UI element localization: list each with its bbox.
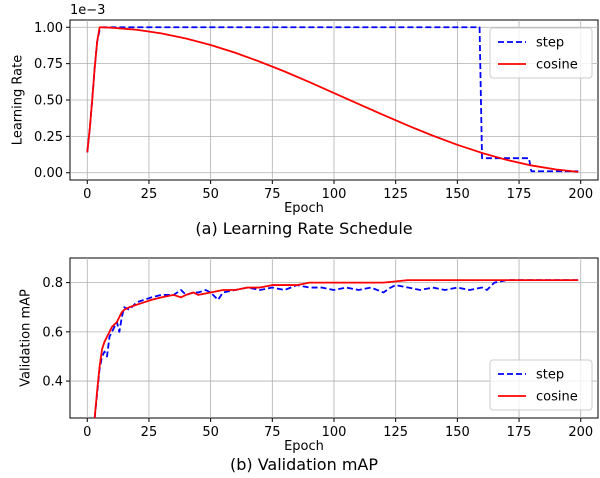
series-line-step (86, 26, 579, 173)
plot-area (86, 26, 579, 173)
x-tick-label: 200 (568, 425, 593, 440)
series-line-cosine (86, 26, 579, 173)
panel-caption: (b) Validation mAP (230, 455, 378, 474)
x-axis-ticks: 0 25 50 75 100 125 150 175 200 (83, 180, 593, 202)
y-tick-label: 0.00 (34, 166, 63, 181)
plot-area (93, 279, 579, 418)
x-tick-label: 50 (202, 425, 219, 440)
legend-box (489, 359, 593, 411)
x-tick-label: 25 (141, 187, 158, 202)
x-tick-label: 75 (264, 187, 281, 202)
x-tick-label: 125 (383, 425, 408, 440)
x-tick-label: 150 (445, 425, 470, 440)
panel-caption: (a) Learning Rate Schedule (195, 219, 412, 238)
x-tick-label: 50 (202, 187, 219, 202)
x-tick-label: 25 (141, 425, 158, 440)
y-axis-label: Learning Rate (11, 55, 26, 145)
y-tick-label: 0.6 (42, 325, 63, 340)
legend: step cosine (489, 27, 593, 79)
grid-lines (70, 258, 598, 418)
y-axis-ticks: 0.4 0.6 0.8 (42, 276, 70, 390)
y-tick-label: 0.25 (34, 130, 63, 145)
series-lines (93, 279, 579, 418)
y-tick-label: 0.4 (42, 375, 63, 390)
legend-label-step: step (536, 36, 564, 51)
legend-label-step: step (536, 368, 564, 383)
x-tick-label: 200 (568, 187, 593, 202)
series-line-step (93, 279, 579, 418)
y-tick-label: 0.8 (42, 276, 63, 291)
x-tick-label: 150 (445, 187, 470, 202)
learning-rate-panel: 0 25 50 75 100 125 150 175 200 0.00 0.25 0.50 0.75 1… (11, 3, 599, 238)
x-tick-label: 175 (507, 425, 532, 440)
x-tick-label: 75 (264, 425, 281, 440)
y-tick-label: 0.50 (34, 94, 63, 109)
x-tick-label: 175 (507, 187, 532, 202)
series-line-cosine (93, 279, 579, 418)
x-tick-label: 100 (322, 425, 347, 440)
legend: step cosine (489, 359, 593, 411)
x-tick-label: 125 (383, 187, 408, 202)
y-offset-text: 1e−3 (70, 3, 105, 18)
y-axis-label: Validation mAP (19, 289, 34, 387)
y-tick-label: 1.00 (34, 21, 63, 36)
legend-box (489, 27, 593, 79)
x-tick-label: 100 (322, 187, 347, 202)
x-axis-ticks: 0 25 50 75 100 125 150 175 200 (83, 418, 593, 440)
y-tick-label: 0.75 (34, 57, 63, 72)
legend-label-cosine: cosine (536, 58, 578, 73)
y-axis-ticks: 0.00 0.25 0.50 0.75 1.00 (34, 21, 70, 181)
x-tick-label: 0 (83, 425, 91, 440)
x-tick-label: 0 (83, 187, 91, 202)
legend-label-cosine: cosine (536, 390, 578, 405)
series-lines (86, 26, 579, 173)
x-axis-label: Epoch (284, 201, 324, 216)
validation-map-panel: 0 25 50 75 100 125 150 175 200 0.4 0.6 0.8 Validat… (19, 257, 599, 474)
x-axis-label: Epoch (284, 439, 324, 454)
